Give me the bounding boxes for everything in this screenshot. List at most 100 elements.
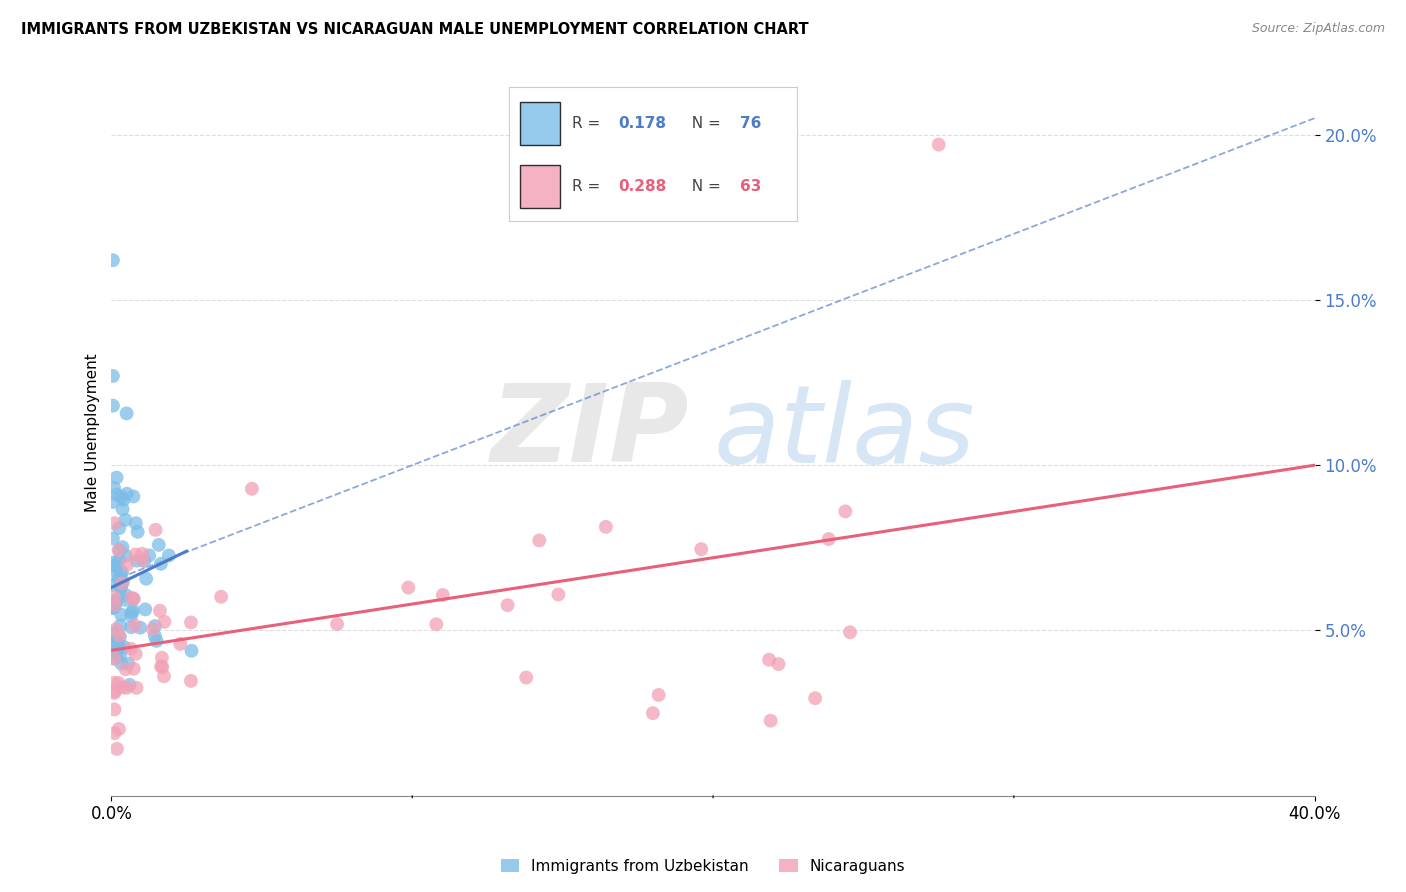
Point bbox=[108, 631, 131, 645]
Point bbox=[103, 599, 125, 614]
Point bbox=[108, 543, 131, 558]
Point bbox=[101, 399, 124, 413]
Point bbox=[120, 608, 142, 623]
Point bbox=[180, 673, 202, 688]
Point bbox=[117, 657, 139, 671]
Point bbox=[122, 662, 145, 676]
Point bbox=[111, 681, 134, 695]
Point bbox=[180, 644, 202, 658]
Point bbox=[125, 647, 148, 661]
Point bbox=[157, 549, 180, 563]
Point bbox=[103, 652, 125, 666]
Point bbox=[110, 566, 132, 581]
Point bbox=[110, 657, 132, 671]
Point bbox=[142, 622, 165, 636]
Point bbox=[101, 601, 124, 615]
Point bbox=[110, 648, 132, 662]
Point bbox=[110, 578, 132, 592]
Point bbox=[103, 516, 125, 531]
Point bbox=[595, 520, 617, 534]
Text: Source: ZipAtlas.com: Source: ZipAtlas.com bbox=[1251, 22, 1385, 36]
Point bbox=[115, 487, 138, 501]
Point bbox=[127, 524, 149, 539]
Point bbox=[103, 726, 125, 740]
Point bbox=[150, 650, 173, 665]
Point bbox=[112, 492, 135, 507]
Point bbox=[107, 543, 129, 558]
Point bbox=[101, 600, 124, 615]
Point bbox=[145, 633, 167, 648]
Point bbox=[125, 554, 148, 568]
Point bbox=[105, 634, 128, 648]
Point bbox=[101, 368, 124, 383]
Point bbox=[108, 521, 131, 535]
Point bbox=[148, 538, 170, 552]
Point bbox=[150, 660, 173, 674]
Point bbox=[134, 554, 156, 568]
Point bbox=[103, 635, 125, 649]
Point bbox=[104, 599, 127, 613]
Point bbox=[150, 659, 173, 673]
Point bbox=[107, 572, 129, 586]
Point bbox=[134, 602, 156, 616]
Point bbox=[104, 651, 127, 665]
Point bbox=[138, 549, 160, 563]
Point bbox=[122, 490, 145, 504]
Point bbox=[103, 556, 125, 570]
Point bbox=[108, 722, 131, 736]
Point bbox=[108, 553, 131, 567]
Point bbox=[804, 691, 827, 706]
Point bbox=[121, 591, 143, 605]
Point bbox=[105, 648, 128, 662]
Point bbox=[131, 547, 153, 561]
Point bbox=[768, 657, 790, 671]
Point bbox=[547, 587, 569, 601]
Point bbox=[834, 504, 856, 518]
Point bbox=[115, 588, 138, 602]
Point bbox=[180, 615, 202, 630]
Text: ZIP: ZIP bbox=[491, 379, 689, 485]
Point bbox=[105, 470, 128, 484]
Point bbox=[125, 516, 148, 531]
Point bbox=[103, 684, 125, 698]
Point bbox=[117, 558, 139, 572]
Point bbox=[103, 686, 125, 700]
Point bbox=[111, 490, 134, 504]
Point bbox=[103, 596, 125, 610]
Point bbox=[169, 637, 191, 651]
Point bbox=[105, 622, 128, 636]
Point bbox=[105, 742, 128, 756]
Point bbox=[110, 580, 132, 594]
Point bbox=[758, 653, 780, 667]
Point bbox=[122, 591, 145, 606]
Point bbox=[107, 591, 129, 606]
Point bbox=[111, 574, 134, 589]
Point bbox=[115, 406, 138, 420]
Point bbox=[131, 553, 153, 567]
Point bbox=[647, 688, 669, 702]
Point bbox=[125, 681, 148, 695]
Point bbox=[103, 558, 125, 573]
Point bbox=[101, 532, 124, 546]
Text: atlas: atlas bbox=[713, 380, 974, 484]
Point bbox=[101, 578, 124, 592]
Point bbox=[103, 481, 125, 495]
Point bbox=[529, 533, 551, 548]
Text: IMMIGRANTS FROM UZBEKISTAN VS NICARAGUAN MALE UNEMPLOYMENT CORRELATION CHART: IMMIGRANTS FROM UZBEKISTAN VS NICARAGUAN… bbox=[21, 22, 808, 37]
Point bbox=[105, 488, 128, 502]
Point bbox=[110, 607, 132, 622]
Point bbox=[112, 640, 135, 654]
Point bbox=[124, 618, 146, 632]
Point bbox=[111, 566, 134, 580]
Point bbox=[103, 599, 125, 613]
Point bbox=[153, 669, 176, 683]
Point bbox=[101, 625, 124, 640]
Point bbox=[496, 598, 519, 612]
Point bbox=[105, 559, 128, 574]
Point bbox=[690, 542, 713, 557]
Point bbox=[114, 513, 136, 527]
Point bbox=[115, 681, 138, 695]
Point bbox=[118, 678, 141, 692]
Point bbox=[111, 502, 134, 516]
Point bbox=[143, 629, 166, 643]
